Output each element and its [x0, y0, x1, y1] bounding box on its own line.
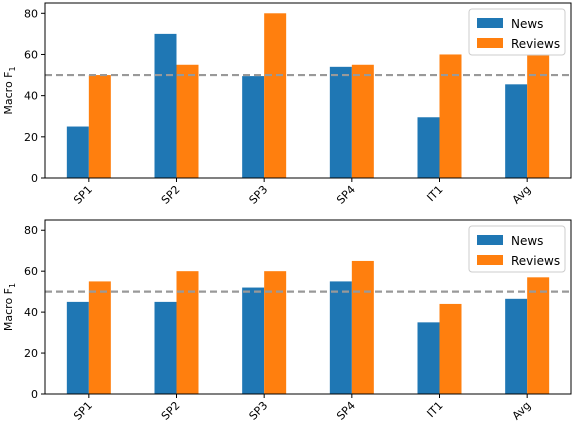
- bar-news-sp1: [66, 301, 89, 394]
- legend-swatch-reviews: [477, 255, 503, 265]
- y-tick-label: 60: [24, 48, 38, 61]
- bar-reviews-avg: [527, 54, 550, 178]
- bar-news-sp2: [154, 33, 177, 178]
- legend-label-reviews: Reviews: [511, 37, 560, 51]
- y-tick-label: 20: [24, 347, 38, 360]
- x-tick-label-it1: IT1: [424, 399, 445, 420]
- chart-panel-1: 0 20 40 60 80 SP1 SP2 SP3 SP4 IT1 Avg Macro F1 News R…: [2, 2, 572, 207]
- bar-reviews-sp2: [176, 64, 199, 178]
- bar-reviews-it1: [439, 303, 462, 394]
- axes-frame: [44, 2, 572, 179]
- bar-reviews-sp1: [88, 281, 111, 394]
- legend-swatch-news: [477, 235, 503, 245]
- x-tick-label-sp4: SP4: [334, 399, 358, 423]
- x-tick-label-sp2: SP2: [159, 183, 183, 207]
- bar-news-sp4: [329, 66, 352, 178]
- legend-swatch-news: [477, 18, 503, 28]
- bar-news-sp3: [242, 76, 265, 178]
- x-tick-label-sp4: SP4: [334, 183, 358, 207]
- y-tick-label: 0: [31, 388, 38, 401]
- chart-panel-2: 0 20 40 60 80 SP1 SP2 SP3 SP4 IT1 Avg Macro F1 News R…: [2, 219, 572, 423]
- bar-news-sp3: [242, 287, 265, 394]
- bar-reviews-sp4: [351, 260, 374, 394]
- y-tick-label: 0: [31, 172, 38, 185]
- bar-reviews-avg: [527, 277, 550, 394]
- bar-news-avg: [505, 84, 528, 178]
- y-axis-label: Macro F1: [2, 283, 17, 331]
- x-tick-label-avg: Avg: [510, 399, 534, 423]
- bar-reviews-sp1: [88, 75, 111, 178]
- x-tick-label-sp3: SP3: [247, 399, 271, 423]
- x-tick-label-sp3: SP3: [247, 183, 271, 207]
- bar-news-sp1: [66, 126, 89, 178]
- axes-frame: [44, 219, 572, 395]
- y-axis-label: Macro F1: [2, 66, 17, 114]
- y-tick-label: 80: [24, 224, 38, 237]
- y-tick-label: 80: [24, 7, 38, 20]
- legend-label-news: News: [511, 234, 543, 248]
- x-tick-label-it1: IT1: [424, 183, 445, 204]
- bar-reviews-it1: [439, 54, 462, 178]
- bar-reviews-sp3: [264, 13, 287, 179]
- bar-reviews-sp2: [176, 271, 199, 394]
- y-tick-label: 40: [24, 306, 38, 319]
- y-tick-label: 40: [24, 90, 38, 103]
- legend-swatch-reviews: [477, 38, 503, 48]
- x-tick-label-sp1: SP1: [71, 399, 95, 423]
- y-tick-label: 20: [24, 131, 38, 144]
- legend-label-news: News: [511, 17, 543, 31]
- bar-news-avg: [505, 298, 528, 394]
- bar-news-it1: [417, 117, 440, 178]
- bar-reviews-sp4: [351, 64, 374, 178]
- x-tick-label-sp1: SP1: [71, 183, 95, 207]
- legend-label-reviews: Reviews: [511, 254, 560, 268]
- bar-news-sp4: [329, 281, 352, 394]
- bar-news-sp2: [154, 301, 177, 394]
- y-tick-label: 60: [24, 265, 38, 278]
- x-tick-label-sp2: SP2: [159, 399, 183, 423]
- x-tick-label-avg: Avg: [510, 183, 534, 207]
- bar-reviews-sp3: [264, 271, 287, 394]
- bar-news-it1: [417, 322, 440, 394]
